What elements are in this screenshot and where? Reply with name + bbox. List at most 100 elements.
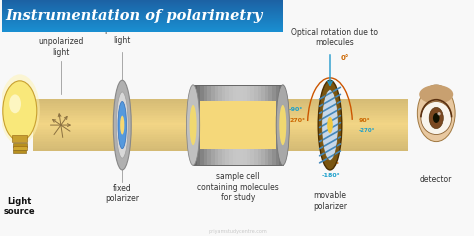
Text: Instrumentation of polarimetry: Instrumentation of polarimetry	[6, 9, 263, 23]
Ellipse shape	[417, 85, 455, 142]
Bar	[236, 85, 240, 165]
Bar	[33, 130, 408, 132]
Bar	[204, 85, 208, 165]
Bar	[222, 85, 225, 165]
Bar	[2, 21, 283, 22]
Bar	[2, 16, 283, 17]
Bar	[268, 85, 272, 165]
Bar	[258, 85, 261, 165]
Bar	[2, 29, 283, 30]
Bar	[279, 85, 283, 165]
Text: 270°: 270°	[289, 118, 305, 123]
Ellipse shape	[113, 80, 131, 170]
Ellipse shape	[186, 85, 200, 165]
Bar	[13, 146, 27, 150]
Text: priyamstudycentre.com: priyamstudycentre.com	[209, 229, 267, 234]
Bar	[33, 110, 408, 111]
Bar	[13, 150, 27, 153]
Bar	[2, 25, 283, 26]
Bar	[275, 85, 279, 165]
Ellipse shape	[118, 101, 127, 149]
Bar	[2, 6, 283, 7]
Bar	[200, 101, 276, 149]
Text: 90°: 90°	[358, 118, 370, 123]
Bar	[197, 85, 200, 165]
Bar	[2, 22, 283, 23]
Bar	[225, 85, 229, 165]
Bar	[33, 129, 408, 130]
Bar	[265, 85, 268, 165]
Bar	[2, 23, 283, 24]
Bar	[2, 2, 283, 3]
Bar	[2, 12, 283, 13]
Bar	[33, 116, 408, 118]
Bar	[2, 19, 283, 20]
Bar	[33, 104, 408, 106]
Bar	[33, 134, 408, 135]
Bar	[33, 103, 408, 104]
Ellipse shape	[276, 85, 290, 165]
Bar	[33, 137, 408, 139]
Bar	[33, 135, 408, 137]
Ellipse shape	[116, 92, 128, 158]
Bar	[2, 1, 283, 2]
Bar	[33, 148, 408, 149]
Bar	[33, 111, 408, 113]
Bar	[33, 108, 408, 110]
Bar	[2, 18, 283, 19]
Text: Linearly
polarized
light: Linearly polarized light	[104, 15, 140, 45]
Bar	[33, 141, 408, 142]
Bar	[33, 106, 408, 108]
Bar	[33, 118, 408, 120]
Ellipse shape	[421, 101, 452, 135]
Bar	[33, 149, 408, 151]
Bar	[200, 85, 204, 165]
Text: sample cell
containing molecules
for study: sample cell containing molecules for stu…	[197, 172, 279, 202]
Bar	[2, 28, 283, 29]
Bar	[33, 144, 408, 146]
Bar	[2, 24, 283, 25]
Text: 0°: 0°	[341, 55, 349, 61]
Text: fixed
polarizer: fixed polarizer	[105, 184, 139, 203]
Bar	[2, 11, 283, 12]
Ellipse shape	[327, 117, 333, 133]
Bar	[33, 125, 408, 127]
Bar	[2, 26, 283, 27]
Bar	[33, 123, 408, 125]
Bar	[2, 13, 283, 14]
Bar	[2, 14, 283, 15]
Bar	[33, 146, 408, 148]
Ellipse shape	[120, 116, 124, 135]
Bar	[33, 99, 408, 101]
Ellipse shape	[433, 113, 439, 123]
Bar	[2, 5, 283, 6]
Text: -90°: -90°	[289, 107, 303, 112]
Bar	[33, 122, 408, 123]
Ellipse shape	[0, 74, 40, 145]
Bar	[33, 139, 408, 141]
Bar	[33, 132, 408, 134]
Bar	[233, 85, 236, 165]
Text: movable
polarizer: movable polarizer	[313, 191, 347, 211]
Bar	[2, 27, 283, 28]
Text: -180°: -180°	[321, 173, 340, 178]
Text: Optical rotation due to
molecules: Optical rotation due to molecules	[291, 28, 378, 47]
Text: -270°: -270°	[358, 128, 375, 134]
Bar	[2, 3, 283, 4]
Ellipse shape	[322, 90, 338, 160]
Bar	[218, 85, 222, 165]
Ellipse shape	[419, 85, 453, 104]
Bar	[12, 135, 27, 142]
Bar	[2, 17, 283, 18]
Bar	[33, 127, 408, 129]
Bar	[33, 101, 408, 103]
Ellipse shape	[190, 105, 197, 145]
Bar	[261, 85, 265, 165]
Bar	[208, 85, 211, 165]
Text: detector: detector	[420, 175, 452, 184]
Text: 180°: 180°	[323, 161, 339, 167]
Bar	[2, 7, 283, 8]
Bar	[33, 142, 408, 144]
Bar	[2, 15, 283, 16]
Bar	[211, 85, 215, 165]
